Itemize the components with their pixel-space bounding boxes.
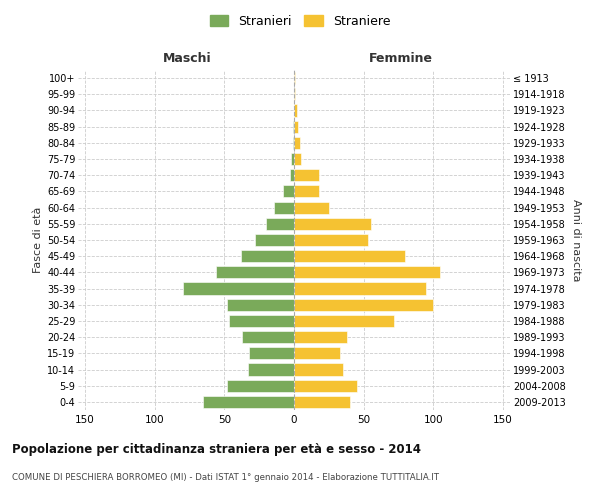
Bar bbox=[182, 282, 294, 294]
Bar bbox=[255, 234, 294, 246]
Bar bbox=[294, 104, 297, 117]
Bar bbox=[294, 202, 329, 213]
Bar bbox=[294, 120, 298, 132]
Y-axis label: Fasce di età: Fasce di età bbox=[32, 207, 43, 273]
Bar bbox=[294, 153, 301, 165]
Bar bbox=[241, 250, 294, 262]
Bar bbox=[294, 250, 406, 262]
Bar bbox=[294, 364, 343, 376]
Bar bbox=[242, 331, 294, 343]
Bar bbox=[294, 234, 368, 246]
Bar bbox=[216, 266, 294, 278]
Bar bbox=[294, 348, 340, 360]
Bar bbox=[293, 137, 294, 149]
Bar bbox=[294, 380, 357, 392]
Bar bbox=[294, 186, 319, 198]
Y-axis label: Anni di nascita: Anni di nascita bbox=[571, 198, 581, 281]
Bar bbox=[266, 218, 294, 230]
Bar bbox=[203, 396, 294, 408]
Bar bbox=[291, 153, 294, 165]
Text: Popolazione per cittadinanza straniera per età e sesso - 2014: Popolazione per cittadinanza straniera p… bbox=[12, 442, 421, 456]
Legend: Stranieri, Straniere: Stranieri, Straniere bbox=[206, 11, 394, 32]
Bar bbox=[294, 72, 295, 84]
Bar bbox=[294, 218, 371, 230]
Bar bbox=[274, 202, 294, 213]
Text: Maschi: Maschi bbox=[163, 52, 211, 65]
Bar bbox=[290, 169, 294, 181]
Bar bbox=[294, 169, 319, 181]
Bar bbox=[294, 282, 427, 294]
Text: COMUNE DI PESCHIERA BORROMEO (MI) - Dati ISTAT 1° gennaio 2014 - Elaborazione TU: COMUNE DI PESCHIERA BORROMEO (MI) - Dati… bbox=[12, 472, 439, 482]
Bar bbox=[250, 348, 294, 360]
Text: Femmine: Femmine bbox=[370, 52, 433, 65]
Bar bbox=[294, 266, 440, 278]
Bar bbox=[294, 396, 350, 408]
Bar bbox=[227, 380, 294, 392]
Bar bbox=[294, 88, 295, 101]
Bar bbox=[229, 315, 294, 327]
Bar bbox=[248, 364, 294, 376]
Bar bbox=[294, 315, 394, 327]
Bar bbox=[227, 298, 294, 311]
Bar bbox=[294, 137, 299, 149]
Bar bbox=[283, 186, 294, 198]
Bar bbox=[294, 331, 347, 343]
Bar bbox=[293, 120, 294, 132]
Bar bbox=[294, 298, 433, 311]
